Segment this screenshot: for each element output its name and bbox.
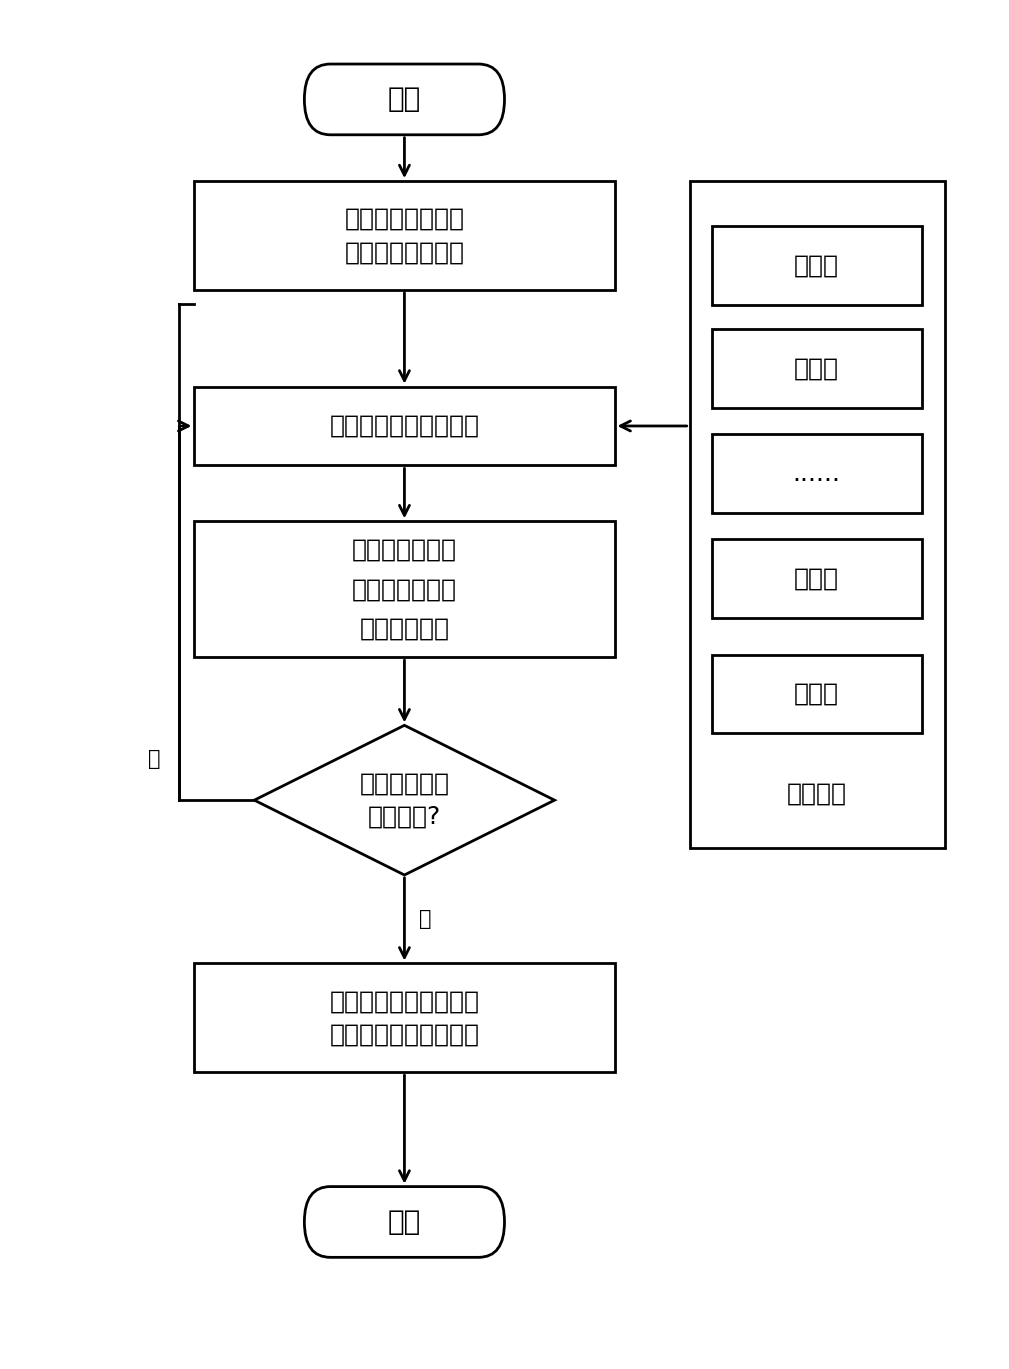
Bar — [689, 181, 944, 847]
Text: 否: 否 — [148, 749, 160, 769]
Text: 添加工序模型工序视图: 添加工序模型工序视图 — [329, 413, 479, 438]
Bar — [195, 386, 614, 465]
Bar — [711, 539, 922, 617]
Bar — [195, 522, 614, 657]
Text: 自定义: 自定义 — [794, 682, 839, 706]
Bar — [711, 434, 922, 513]
Text: 完成工序模型中工序尺
寸标注和加工要求注释: 完成工序模型中工序尺 寸标注和加工要求注释 — [329, 990, 479, 1047]
Bar — [711, 330, 922, 408]
Text: 开始: 开始 — [387, 85, 421, 114]
Polygon shape — [254, 726, 555, 875]
Bar — [195, 181, 614, 290]
Text: 主视图: 主视图 — [794, 253, 839, 278]
FancyBboxPatch shape — [305, 64, 504, 134]
Text: ......: ...... — [793, 461, 840, 486]
Bar — [711, 654, 922, 734]
Text: 工序工艺信息
完整表达?: 工序工艺信息 完整表达? — [359, 771, 449, 828]
FancyBboxPatch shape — [305, 1187, 504, 1257]
Bar — [195, 964, 614, 1072]
Bar — [711, 226, 922, 305]
Text: 依次选择工序组织
结构树各节点工序: 依次选择工序组织 结构树各节点工序 — [344, 207, 464, 264]
Text: 结束: 结束 — [387, 1207, 421, 1236]
Text: 视角类型: 视角类型 — [787, 782, 847, 805]
Text: 是: 是 — [420, 909, 432, 930]
Text: 轴测图: 轴测图 — [794, 567, 839, 590]
Text: 标注导引视图或
标注工序尺寸或
注释加工要求: 标注导引视图或 标注工序尺寸或 注释加工要求 — [352, 538, 457, 641]
Text: 侧视图: 侧视图 — [794, 357, 839, 381]
